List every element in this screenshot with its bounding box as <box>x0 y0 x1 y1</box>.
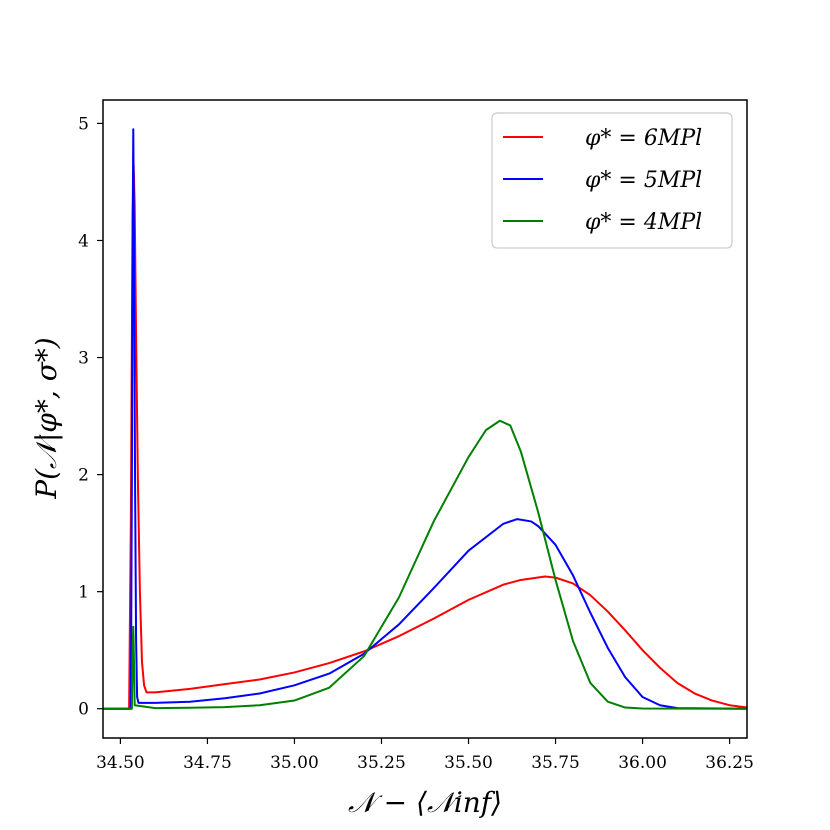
y-tick-label: 2 <box>78 466 89 486</box>
series-line-2 <box>103 128 747 710</box>
x-tick-label: 34.75 <box>183 753 232 773</box>
series-group <box>103 128 747 710</box>
y-tick-label: 3 <box>78 349 89 369</box>
x-tick-label: 36.25 <box>705 753 754 773</box>
legend: φ* = 6MPl φ* = 5MPl φ* = 4MPl <box>491 112 733 249</box>
x-tick-label: 35.25 <box>357 753 406 773</box>
x-tick-label: 35.00 <box>270 753 319 773</box>
x-axis: 34.50 34.75 35.00 35.25 35.50 35.75 36.00 36.25 <box>96 738 754 773</box>
x-axis-label: 𝒩 − ⟨𝒩inf⟩ <box>348 786 502 819</box>
y-tick-label: 4 <box>78 231 89 251</box>
legend-box <box>491 112 733 249</box>
plot-frame <box>102 99 748 739</box>
x-tick-label: 36.00 <box>618 753 667 773</box>
legend-label-2: φ* = 5MPl <box>585 168 702 193</box>
x-tick-label: 35.75 <box>531 753 580 773</box>
y-tick-label: 0 <box>78 700 89 720</box>
y-tick-label: 1 <box>78 583 89 603</box>
y-axis-label: P(𝒩|φ*, σ*) <box>30 337 63 499</box>
x-tick-label: 34.50 <box>96 753 145 773</box>
legend-label-3: φ* = 4MPl <box>585 210 702 235</box>
x-tick-label: 35.50 <box>444 753 493 773</box>
legend-label-1: φ* = 6MPl <box>585 126 702 151</box>
y-tick-label: 5 <box>78 114 89 134</box>
series-line-3 <box>103 419 747 710</box>
y-axis: 0 1 2 3 4 5 <box>78 114 103 720</box>
series-line-1 <box>103 163 747 710</box>
